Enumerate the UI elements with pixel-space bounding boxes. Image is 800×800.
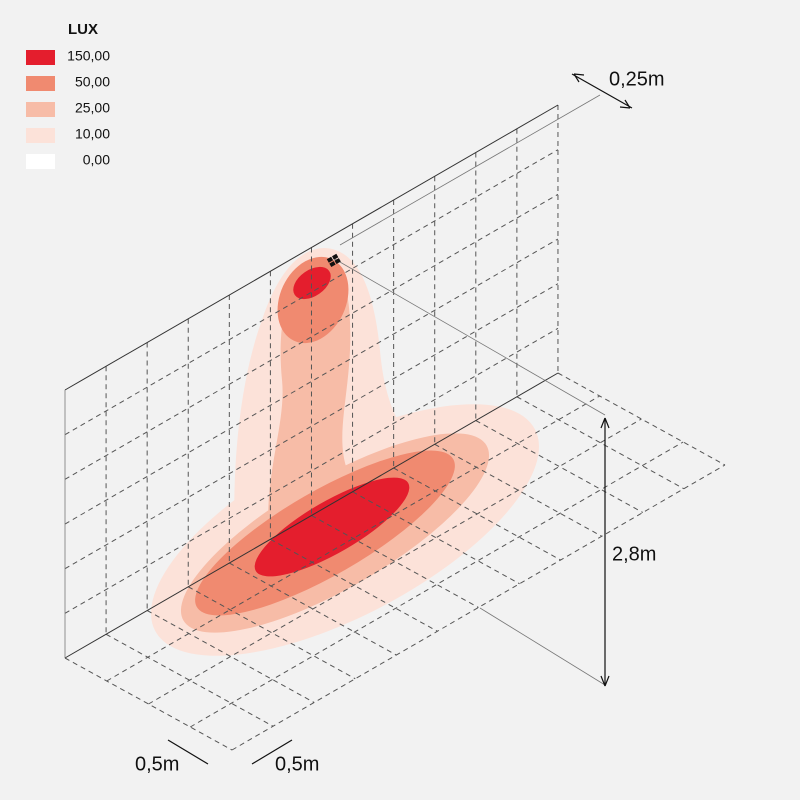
legend-label: 10,00	[75, 126, 110, 142]
grid-line	[187, 586, 356, 680]
luminaire	[326, 253, 341, 268]
dimension-line	[167, 739, 209, 765]
dimension-label: 0,25m	[609, 68, 665, 90]
zone-50	[277, 256, 349, 344]
projection-line	[339, 94, 601, 246]
arrow-head	[600, 417, 610, 687]
grid-line	[64, 283, 559, 570]
grid-line	[64, 149, 559, 436]
dimension-line	[251, 739, 293, 765]
legend-label: 0,00	[83, 152, 110, 168]
grid	[64, 105, 726, 751]
grid-line	[148, 418, 642, 705]
grid-line	[475, 420, 644, 513]
arrow-head	[573, 73, 631, 109]
illuminance-zones	[151, 248, 539, 656]
wall-top-edge	[64, 104, 559, 391]
legend-swatch	[26, 154, 55, 169]
grid-line	[434, 443, 602, 537]
grid-line	[393, 467, 561, 561]
dimension-line	[571, 73, 633, 109]
grid-line	[557, 372, 726, 466]
legend-label: 50,00	[75, 74, 110, 90]
grid-line	[105, 633, 274, 727]
zone-150	[293, 266, 331, 300]
dimension-label: 0,5m	[135, 753, 179, 775]
grid-line	[516, 396, 685, 490]
grid-line	[64, 193, 559, 480]
grid-line	[64, 327, 559, 614]
legend-swatch	[26, 50, 55, 65]
projection-line	[479, 607, 606, 686]
legend-swatch	[26, 102, 55, 117]
grid-line	[311, 515, 479, 608]
grid-line	[64, 238, 559, 525]
grid-line	[146, 610, 315, 703]
legend: 150,00 50,00 25,00 10,00 0,00	[26, 48, 110, 169]
legend-swatch	[26, 76, 55, 91]
grid-line	[64, 657, 233, 751]
dimension-label: 2,8m	[612, 543, 656, 565]
legend-label: 150,00	[67, 48, 110, 64]
projection-line	[332, 257, 606, 416]
dimension-label: 0,5m	[275, 753, 319, 775]
grid-line	[229, 562, 397, 656]
grid-line	[231, 464, 726, 751]
legend-label: 25,00	[75, 100, 110, 116]
grid-line	[352, 491, 520, 585]
grid-line	[270, 538, 438, 632]
legend-swatch	[26, 128, 55, 143]
legend-title: LUX	[68, 21, 98, 38]
grid-line	[106, 395, 600, 682]
floor-wall-edge	[64, 372, 559, 659]
grid-line	[189, 441, 684, 728]
